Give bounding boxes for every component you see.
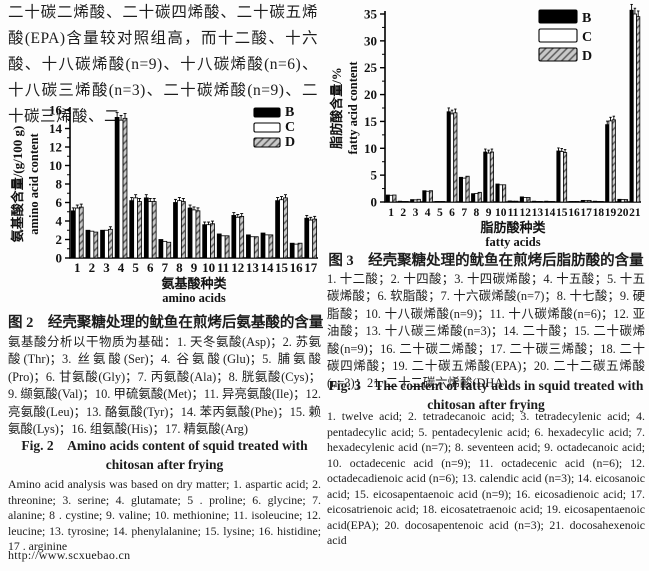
svg-text:3: 3	[103, 260, 110, 275]
svg-text:12: 12	[231, 260, 244, 275]
svg-text:4: 4	[56, 214, 63, 229]
svg-text:4: 4	[425, 207, 431, 219]
figure3-note-zh: 1. 十二酸；2. 十四酸；3. 十四碳烯酸；4. 十五酸；5. 十五碳烯酸；6…	[327, 272, 645, 391]
svg-text:0: 0	[56, 251, 63, 266]
svg-text:amino acid content: amino acid content	[27, 132, 41, 234]
svg-text:5: 5	[437, 207, 443, 219]
svg-text:20: 20	[364, 87, 377, 102]
svg-text:17: 17	[304, 260, 318, 275]
svg-text:16: 16	[290, 260, 304, 275]
svg-text:6: 6	[449, 207, 455, 219]
svg-text:17: 17	[580, 207, 592, 219]
svg-text:脂肪酸含量/%: 脂肪酸含量/%	[329, 67, 344, 150]
svg-text:16: 16	[49, 103, 63, 118]
right-column: 0 5 10 15 20 25 30 35 1 2 3 4 5 6 7 8 9 10 11 12 13 14 15 16 17 1…	[327, 0, 645, 571]
svg-text:氨基酸种类: 氨基酸种类	[160, 276, 227, 291]
svg-text:10: 10	[202, 260, 215, 275]
svg-text:C: C	[582, 30, 592, 45]
svg-text:15: 15	[275, 260, 289, 275]
svg-text:14: 14	[49, 121, 63, 136]
svg-text:C: C	[285, 120, 295, 135]
svg-text:11: 11	[508, 207, 519, 219]
figure2-caption-en: Fig. 2 Amino acids content of squid trea…	[8, 436, 321, 474]
figure3-caption-en-line1: Fig. 3 The content of fatty acids in squ…	[328, 378, 644, 393]
svg-text:10: 10	[49, 158, 62, 173]
svg-text:B: B	[582, 11, 591, 26]
svg-text:氨基酸含量/(g/100 g): 氨基酸含量/(g/100 g)	[10, 126, 25, 244]
svg-text:9: 9	[486, 207, 492, 219]
svg-text:25: 25	[364, 60, 378, 75]
figure2-caption-zh: 图 2 经壳聚糖处理的鱿鱼在煎烤后氨基酸的含量	[8, 315, 324, 331]
figure3-caption-en: Fig. 3 The content of fatty acids in squ…	[327, 376, 645, 414]
svg-text:19: 19	[605, 207, 617, 219]
svg-text:10: 10	[495, 207, 507, 219]
svg-text:5: 5	[371, 168, 378, 183]
figure3-note-en: 1. twelve acid; 2. tetradecanoic acid; 3…	[327, 409, 645, 547]
svg-text:15: 15	[556, 207, 568, 219]
journal-url: http://www.scxuebao.cn	[8, 548, 131, 562]
figure3-caption-en-line2: chitosan after frying	[427, 397, 545, 412]
svg-text:13: 13	[532, 207, 544, 219]
svg-text:fatty acids: fatty acids	[485, 235, 540, 249]
svg-text:amino acids: amino acids	[162, 291, 226, 305]
figure2-caption-en-line1: Fig. 2 Amino acids content of squid trea…	[21, 438, 308, 453]
svg-text:7: 7	[162, 260, 169, 275]
svg-text:0: 0	[371, 195, 378, 210]
figure2-note-en: Amino acid analysis was based on dry mat…	[8, 477, 321, 553]
figure2-note-zh: 氨基酸分析以干物质为基础：1. 天冬氨酸(Asp)；2. 苏氨酸(Thr)；3.…	[8, 335, 321, 437]
svg-text:14: 14	[544, 207, 556, 219]
svg-text:11: 11	[217, 260, 229, 275]
intro-paragraph: 二十碳二烯酸、二十碳四烯酸、二十碳五烯酸(EPA)含量较对照组高，而十二酸、十六…	[8, 4, 318, 125]
svg-text:8: 8	[474, 207, 480, 219]
svg-text:14: 14	[260, 260, 274, 275]
svg-text:12: 12	[519, 207, 531, 219]
svg-text:1: 1	[388, 207, 394, 219]
svg-text:21: 21	[629, 207, 641, 219]
svg-text:1: 1	[74, 260, 81, 275]
svg-text:15: 15	[364, 114, 378, 129]
svg-text:30: 30	[364, 33, 377, 48]
svg-text:7: 7	[461, 207, 467, 219]
svg-text:20: 20	[617, 207, 629, 219]
svg-text:D: D	[285, 135, 295, 150]
svg-text:8: 8	[56, 177, 63, 192]
svg-text:脂肪酸种类: 脂肪酸种类	[479, 220, 546, 235]
svg-text:fatty acid content: fatty acid content	[346, 61, 360, 155]
svg-text:16: 16	[568, 207, 580, 219]
svg-text:2: 2	[56, 232, 63, 247]
left-column: 二十碳二烯酸、二十碳四烯酸、二十碳五烯酸(EPA)含量较对照组高，而十二酸、十六…	[8, 0, 324, 571]
svg-text:2: 2	[89, 260, 96, 275]
svg-text:6: 6	[147, 260, 154, 275]
svg-text:4: 4	[118, 260, 125, 275]
svg-text:18: 18	[593, 207, 605, 219]
svg-text:D: D	[582, 49, 592, 64]
svg-text:B: B	[285, 105, 294, 120]
figure2-caption-en-line2: chitosan after frying	[105, 457, 224, 472]
svg-text:10: 10	[364, 141, 377, 156]
svg-text:35: 35	[364, 7, 378, 22]
svg-text:2: 2	[400, 207, 406, 219]
svg-text:6: 6	[56, 195, 63, 210]
figure3-caption-zh: 图 3 经壳聚糖处理的鱿鱼在煎烤后脂肪酸的含量	[328, 253, 644, 269]
svg-text:12: 12	[49, 140, 62, 155]
svg-text:8: 8	[176, 260, 183, 275]
svg-text:3: 3	[413, 207, 419, 219]
svg-text:9: 9	[191, 260, 198, 275]
svg-text:13: 13	[246, 260, 260, 275]
svg-text:5: 5	[132, 260, 139, 275]
